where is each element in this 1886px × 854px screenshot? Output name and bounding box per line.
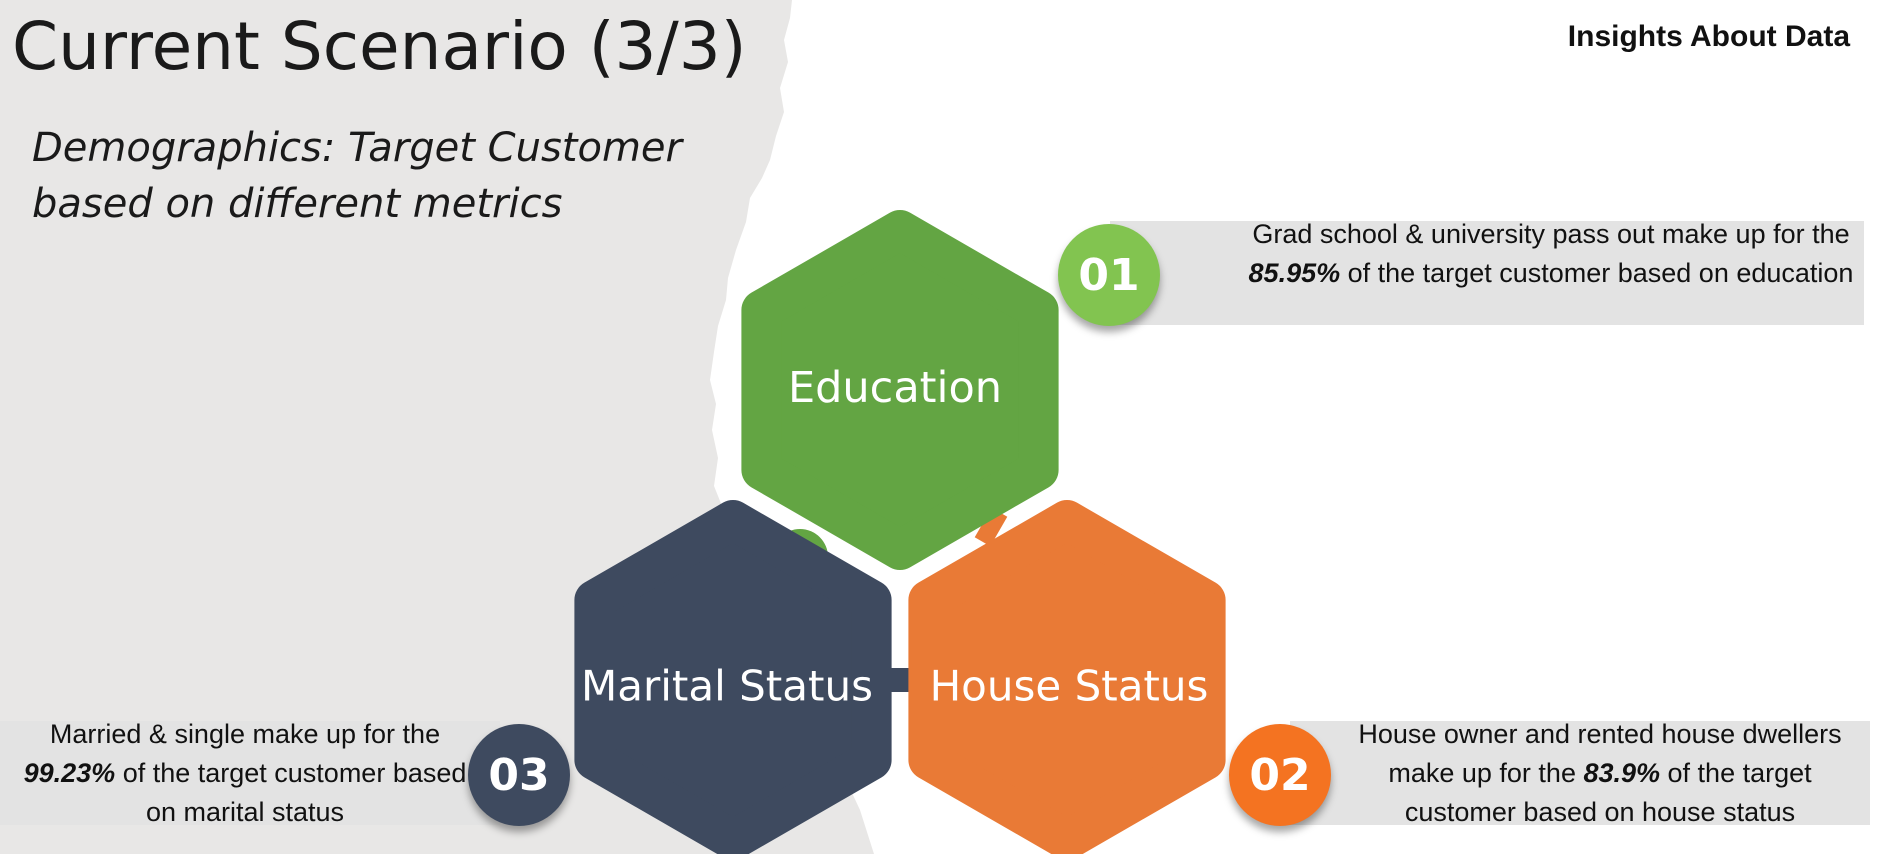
insight-strip-marital-status: [0, 721, 500, 825]
badge-03: 03: [468, 724, 570, 826]
hex-label-marital-status: Marital Status: [581, 661, 873, 711]
header-label: Insights About Data: [1567, 20, 1850, 53]
insight-strip-house-status: [1290, 721, 1870, 825]
insight-house-status: House owner and rented house dwellers ma…: [1330, 715, 1870, 832]
insight-education-after: of the target customer based on educatio…: [1340, 258, 1854, 288]
insight-house-status-before: House owner and rented house dwellers ma…: [1358, 719, 1842, 788]
insight-education-before: Grad school & university pass out make u…: [1252, 219, 1850, 249]
insight-house-status-after: of the target customer based on house st…: [1404, 758, 1812, 827]
badge-01: 01: [1058, 224, 1160, 326]
connector-orange: [974, 507, 1008, 547]
hex-label-education: Education: [787, 363, 1003, 413]
insight-education-value: 85.95%: [1248, 258, 1341, 288]
insight-marital-status-after: of the target customer based on marital …: [115, 758, 467, 827]
badge-02: 02: [1229, 724, 1331, 826]
insight-marital-status-value: 99.23%: [23, 758, 116, 788]
page-title: Current Scenario (3/3): [12, 8, 747, 85]
hexagon-house-status: [908, 500, 1226, 854]
insight-marital-status: Married & single make up for the 99.23% …: [20, 715, 470, 832]
insight-house-status-value: 83.9%: [1583, 758, 1661, 788]
insight-marital-status-before: Married & single make up for the: [49, 719, 441, 749]
page-subtitle: Demographics: Target Customer based on d…: [32, 125, 682, 227]
insight-education: Grad school & university pass out make u…: [1226, 215, 1876, 293]
hexagon-education: [741, 210, 1059, 570]
hexagon-marital-status: [574, 500, 892, 854]
hex-label-house-status: House Status: [929, 661, 1209, 711]
insight-strip-education: [1110, 221, 1864, 325]
